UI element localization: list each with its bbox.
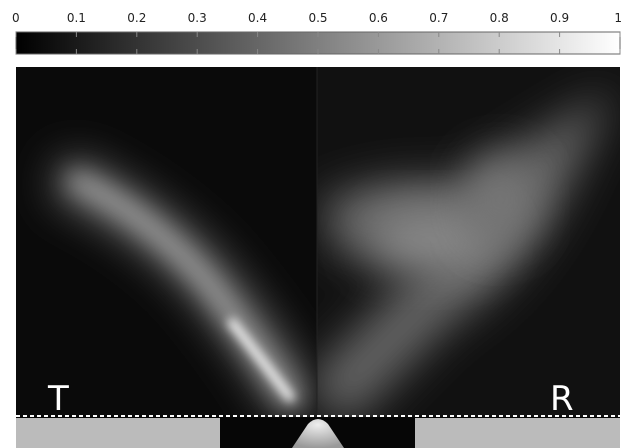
tick-label: 0.4 (248, 11, 267, 25)
figure: 0 0.1 0.2 0.3 0.4 0.5 0.6 0.7 0.8 0.9 1 T R (0, 0, 626, 448)
tick-label: 0.2 (127, 11, 146, 25)
tick-label: 1 (614, 11, 622, 25)
tick-label: 0.7 (429, 11, 448, 25)
tick-label: 0.3 (188, 11, 207, 25)
wall (415, 418, 620, 448)
tick-label: 0.8 (490, 11, 509, 25)
wall (16, 418, 220, 448)
left-panel (16, 67, 317, 417)
cloud-core (465, 155, 535, 245)
tick-label: 0.1 (67, 11, 86, 25)
right-panel (317, 67, 620, 417)
panel-label: R (550, 379, 574, 419)
tick-label: 0.5 (308, 11, 327, 25)
panel-label: T (47, 379, 69, 419)
tick-label: 0.6 (369, 11, 388, 25)
tick-label: 0 (12, 11, 20, 25)
tick-label: 0.9 (550, 11, 569, 25)
